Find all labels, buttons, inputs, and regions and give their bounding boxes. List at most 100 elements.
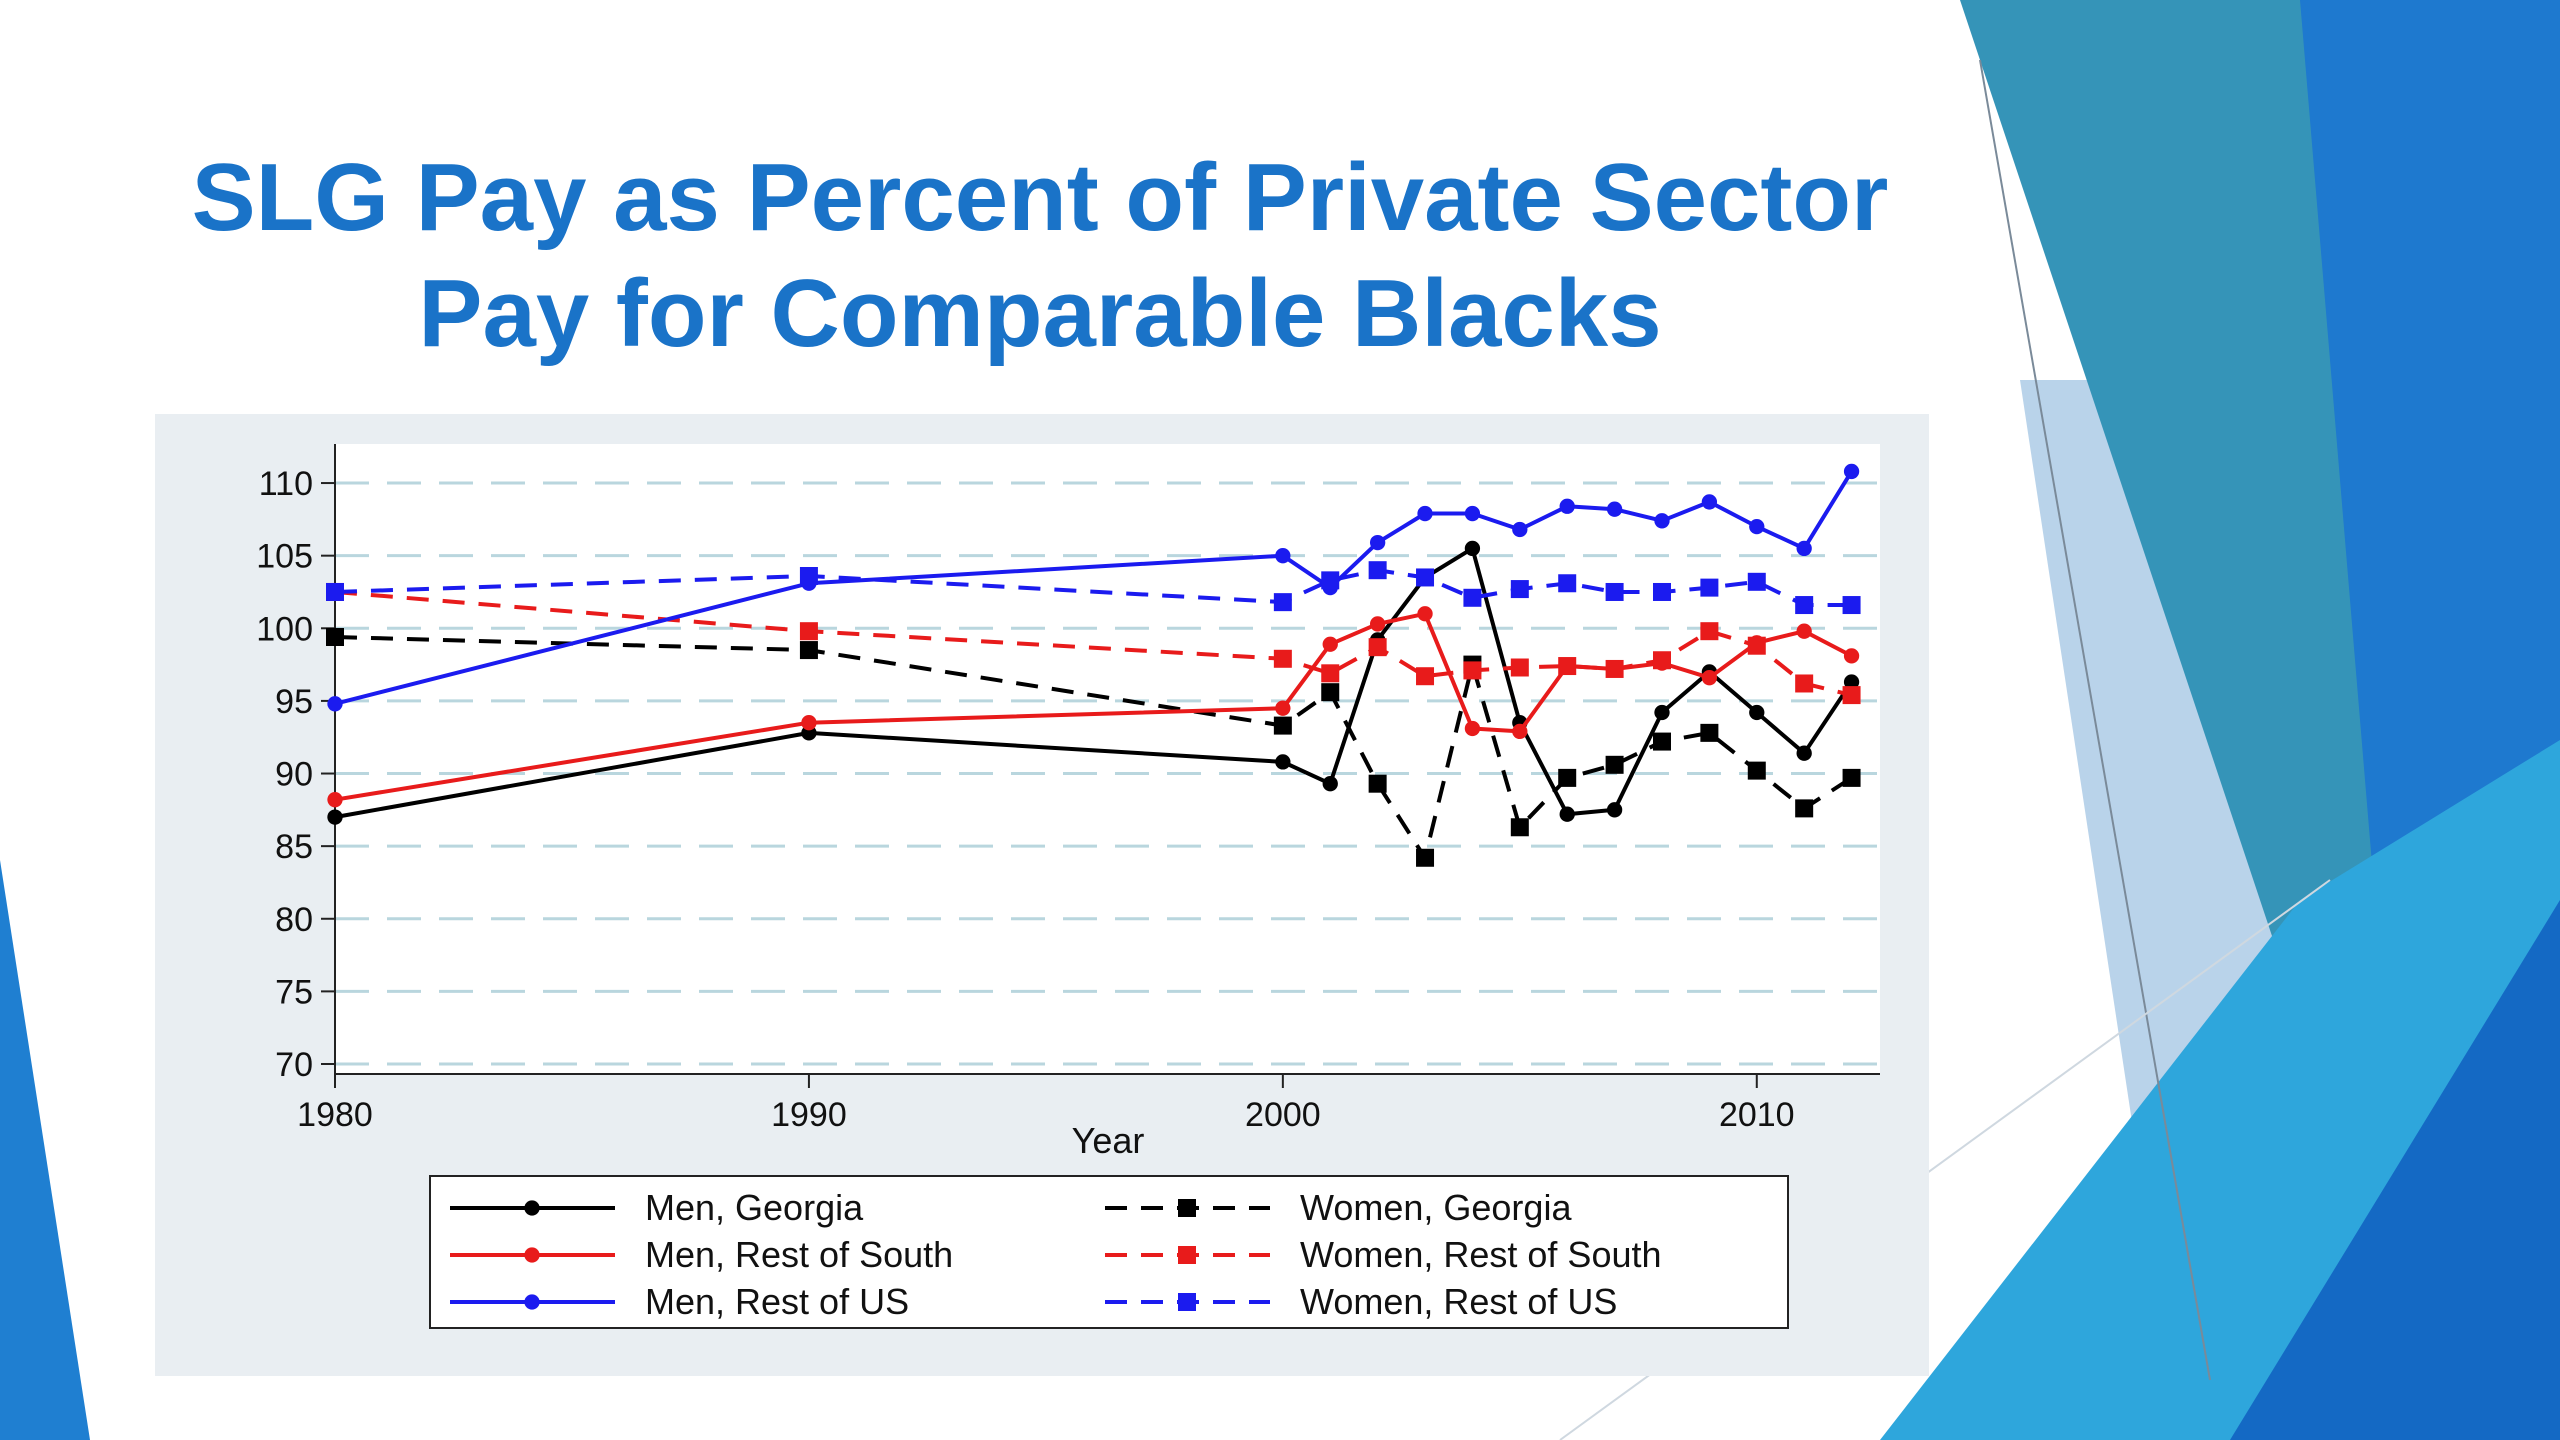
point-men-georgia-2000	[1275, 754, 1291, 770]
point-women-rest-of-south-2009	[1700, 622, 1719, 641]
point-women-rest-of-south-2011	[1795, 674, 1814, 693]
point-women-rest-of-us-2012	[1842, 596, 1861, 615]
point-men-rest-of-us-2011	[1796, 540, 1812, 557]
line-chart: 70 75 80 85 90 95 100 105 110 1980 1990 2000 2010 Ye…	[256, 444, 1880, 1329]
legend-label-women-rest-of-us: Women, Rest of US	[1300, 1281, 1617, 1322]
point-women-rest-of-us-2007	[1605, 582, 1624, 601]
point-men-georgia-2008	[1654, 704, 1670, 721]
point-men-rest-of-south-1980	[327, 792, 343, 808]
point-women-rest-of-us-2000	[1273, 593, 1292, 612]
point-men-rest-of-us-2003	[1417, 505, 1433, 522]
x-axis-title: Year	[1072, 1120, 1145, 1161]
point-men-georgia-2011	[1796, 745, 1812, 761]
y-tick-label-90: 90	[275, 756, 313, 794]
point-women-rest-of-us-2009	[1700, 578, 1719, 597]
point-women-rest-of-us-2008	[1652, 582, 1671, 601]
point-men-rest-of-us-2010	[1749, 518, 1765, 535]
x-tick-label-1990: 1990	[771, 1096, 847, 1134]
x-tick-label-1980: 1980	[297, 1096, 373, 1134]
point-men-rest-of-south-2002	[1369, 616, 1386, 632]
point-women-rest-of-south-2002	[1368, 638, 1387, 657]
point-women-rest-of-south-2001	[1321, 664, 1340, 683]
point-women-rest-of-south-2007	[1605, 659, 1624, 678]
point-women-rest-of-south-2010	[1747, 636, 1766, 655]
point-men-rest-of-south-2011	[1796, 623, 1812, 639]
legend: Men, Georgia Women, Georgia Men, Rest of S…	[429, 1175, 1789, 1329]
point-women-georgia-2009	[1700, 723, 1719, 742]
point-men-rest-of-us-1980	[327, 696, 343, 712]
legend-key-marker-men-rest-of-south	[524, 1247, 540, 1263]
point-women-rest-of-us-2004	[1463, 588, 1482, 607]
chart-panel: 70 75 80 85 90 95 100 105 110 1980 1990 2000 2010 Ye…	[155, 414, 1929, 1376]
point-women-rest-of-south-2006	[1558, 657, 1577, 676]
point-women-rest-of-us-2006	[1558, 574, 1577, 593]
point-men-rest-of-south-1990	[801, 715, 817, 731]
point-women-georgia-2001	[1321, 683, 1340, 702]
point-women-rest-of-south-2000	[1273, 649, 1292, 668]
point-women-georgia-2010	[1747, 761, 1766, 780]
point-men-rest-of-south-2000	[1275, 700, 1291, 716]
x-tick-label-2000: 2000	[1245, 1096, 1321, 1134]
point-men-rest-of-us-2000	[1275, 548, 1291, 564]
point-men-rest-of-south-2009	[1701, 670, 1718, 686]
point-men-rest-of-south-2004	[1464, 720, 1481, 737]
point-women-rest-of-us-1990	[799, 567, 818, 585]
y-tick-label-85: 85	[275, 828, 313, 866]
point-women-rest-of-us-2011	[1795, 596, 1814, 615]
deco-panel-deep	[2230, 900, 2560, 1440]
plot-background	[335, 444, 1880, 1074]
legend-key-marker-men-rest-of-us	[524, 1294, 540, 1310]
point-men-rest-of-south-2012	[1843, 648, 1860, 664]
legend-label-women-rest-of-south: Women, Rest of South	[1300, 1234, 1662, 1275]
point-men-rest-of-us-2002	[1369, 534, 1386, 551]
point-men-rest-of-us-2012	[1843, 463, 1860, 480]
slide-title-line-1: SLG Pay as Percent of Private Sector	[191, 144, 1889, 251]
y-tick-label-110: 110	[259, 465, 313, 503]
point-women-rest-of-us-2001	[1321, 571, 1340, 590]
series-line-women-georgia	[334, 635, 1853, 860]
point-men-georgia-1980	[327, 809, 343, 825]
legend-key-marker-women-georgia	[1178, 1199, 1196, 1217]
series-women-rest-of-us	[326, 561, 1861, 615]
grid-lines	[335, 444, 1880, 1074]
point-women-rest-of-us-2002	[1368, 561, 1387, 580]
y-tick-label-75: 75	[275, 973, 313, 1011]
y-tick-label-105: 105	[256, 538, 313, 576]
deco-left-sliver	[0, 860, 90, 1440]
point-men-rest-of-us-2008	[1654, 513, 1670, 529]
point-men-georgia-2004	[1464, 540, 1481, 557]
legend-key-marker-women-rest-of-us	[1178, 1293, 1196, 1311]
point-men-rest-of-south-2003	[1417, 606, 1433, 622]
point-women-georgia-2008	[1652, 732, 1671, 751]
point-men-georgia-2006	[1559, 806, 1575, 822]
point-women-georgia-2003	[1416, 848, 1435, 867]
legend-label-women-georgia: Women, Georgia	[1300, 1187, 1572, 1228]
point-women-georgia-1990	[799, 641, 818, 660]
point-women-rest-of-south-1990	[799, 622, 818, 641]
point-men-georgia-2012	[1843, 674, 1860, 690]
point-men-georgia-2001	[1322, 776, 1338, 792]
point-women-rest-of-us-2003	[1416, 568, 1435, 587]
point-women-rest-of-south-2003	[1416, 667, 1435, 686]
series-lines	[326, 463, 1861, 867]
axes: 70 75 80 85 90 95 100 105 110 1980 1990 2000 2010	[256, 444, 1880, 1134]
point-women-georgia-2011	[1795, 799, 1814, 818]
point-men-rest-of-south-2005	[1512, 723, 1528, 740]
point-women-rest-of-us-1980	[326, 582, 344, 601]
point-men-rest-of-us-2006	[1559, 498, 1575, 514]
series-women-georgia	[326, 628, 1861, 867]
point-men-georgia-2007	[1606, 802, 1623, 818]
point-women-georgia-2002	[1368, 774, 1387, 793]
point-women-rest-of-us-2005	[1510, 580, 1529, 599]
y-tick-label-95: 95	[275, 683, 313, 721]
point-women-georgia-2005	[1510, 818, 1529, 837]
point-men-rest-of-us-2005	[1512, 521, 1528, 538]
legend-label-men-georgia: Men, Georgia	[645, 1187, 864, 1228]
deco-thin-line	[1979, 59, 2211, 1381]
point-men-rest-of-south-2001	[1322, 636, 1338, 652]
point-men-rest-of-us-2007	[1606, 501, 1623, 517]
slide-title-line-2: Pay for Comparable Blacks	[418, 260, 1662, 367]
y-tick-label-100: 100	[256, 610, 313, 648]
y-tick-label-80: 80	[275, 901, 313, 939]
